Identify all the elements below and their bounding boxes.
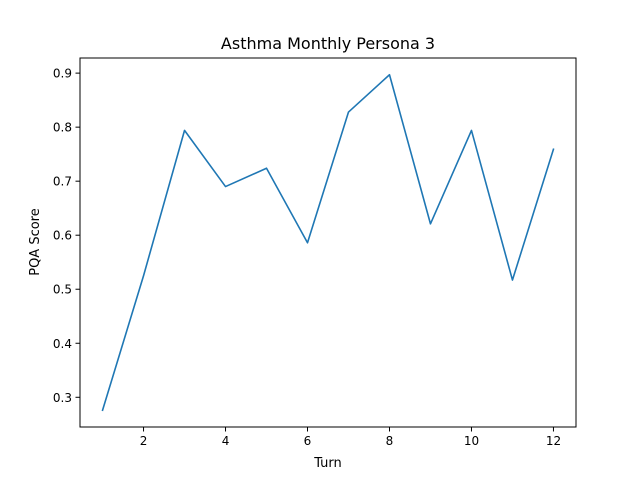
y-tick-label: 0.4: [53, 337, 72, 351]
x-tick-label: 6: [304, 434, 312, 448]
x-axis-label: Turn: [313, 456, 342, 471]
y-tick-label: 0.7: [53, 175, 72, 189]
x-axis-ticks: 2 4 6 8 10 12: [140, 427, 561, 448]
y-tick-label: 0.8: [53, 121, 72, 135]
chart-title: Asthma Monthly Persona 3: [221, 34, 435, 53]
x-tick-label: 2: [140, 434, 148, 448]
y-axis-label: PQA Score: [28, 208, 43, 276]
y-tick-label: 0.6: [53, 229, 72, 243]
y-tick-label: 0.9: [53, 67, 72, 81]
series-layer: [101, 73, 555, 412]
series-line: [101, 73, 555, 412]
x-tick-label: 10: [464, 434, 479, 448]
plot-area-frame: [79, 57, 577, 428]
y-axis-ticks: 0.3 0.4 0.5 0.6 0.7 0.8 0.9: [53, 67, 80, 405]
x-tick-label: 12: [546, 434, 561, 448]
x-tick-label: 4: [222, 434, 230, 448]
x-tick-label: 8: [386, 434, 394, 448]
y-tick-label: 0.3: [53, 391, 72, 405]
y-tick-label: 0.5: [53, 283, 72, 297]
